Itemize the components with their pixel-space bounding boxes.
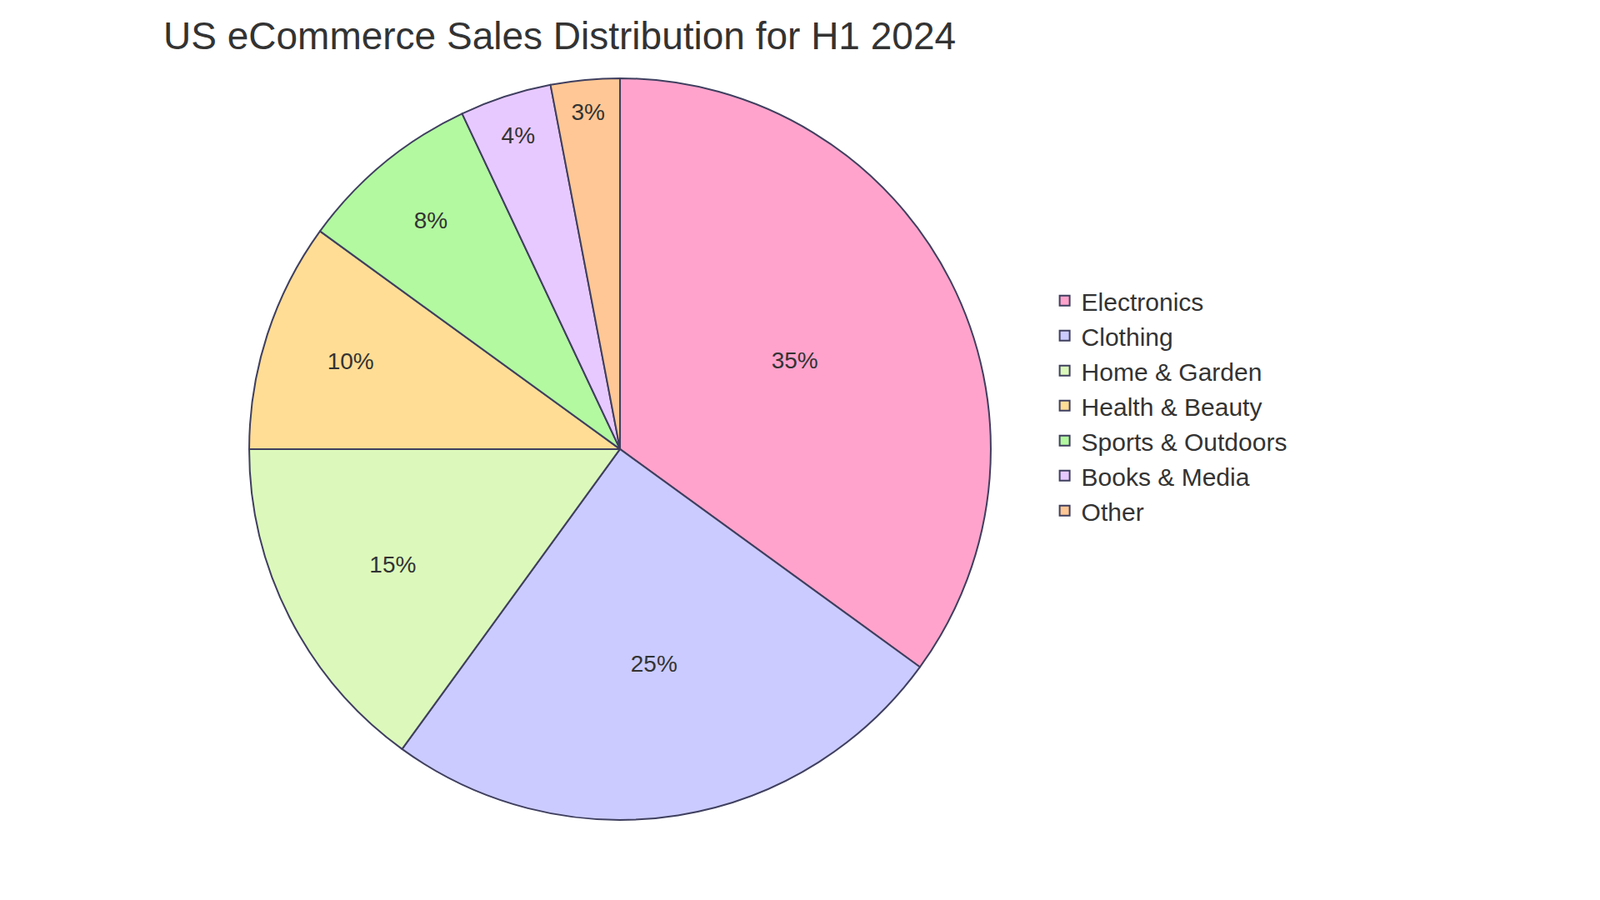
- svg-text:Books & Media: Books & Media: [1081, 463, 1250, 491]
- svg-text:US eCommerce Sales Distributio: US eCommerce Sales Distribution for H1 2…: [163, 14, 956, 58]
- svg-text:Electronics: Electronics: [1081, 288, 1205, 316]
- svg-text:Health & Beauty: Health & Beauty: [1081, 393, 1263, 421]
- svg-text:8%: 8%: [414, 207, 448, 234]
- svg-text:Sports & Outdoors: Sports & Outdoors: [1081, 428, 1288, 456]
- svg-text:Home & Garden: Home & Garden: [1081, 358, 1263, 386]
- svg-text:3%: 3%: [570, 99, 605, 125]
- svg-text:10%: 10%: [327, 348, 375, 375]
- svg-text:25%: 25%: [630, 650, 678, 677]
- svg-text:4%: 4%: [501, 122, 535, 149]
- svg-text:Other: Other: [1081, 498, 1145, 526]
- svg-text:35%: 35%: [771, 347, 819, 374]
- svg-text:15%: 15%: [369, 551, 416, 578]
- svg-text:Clothing: Clothing: [1081, 323, 1174, 351]
